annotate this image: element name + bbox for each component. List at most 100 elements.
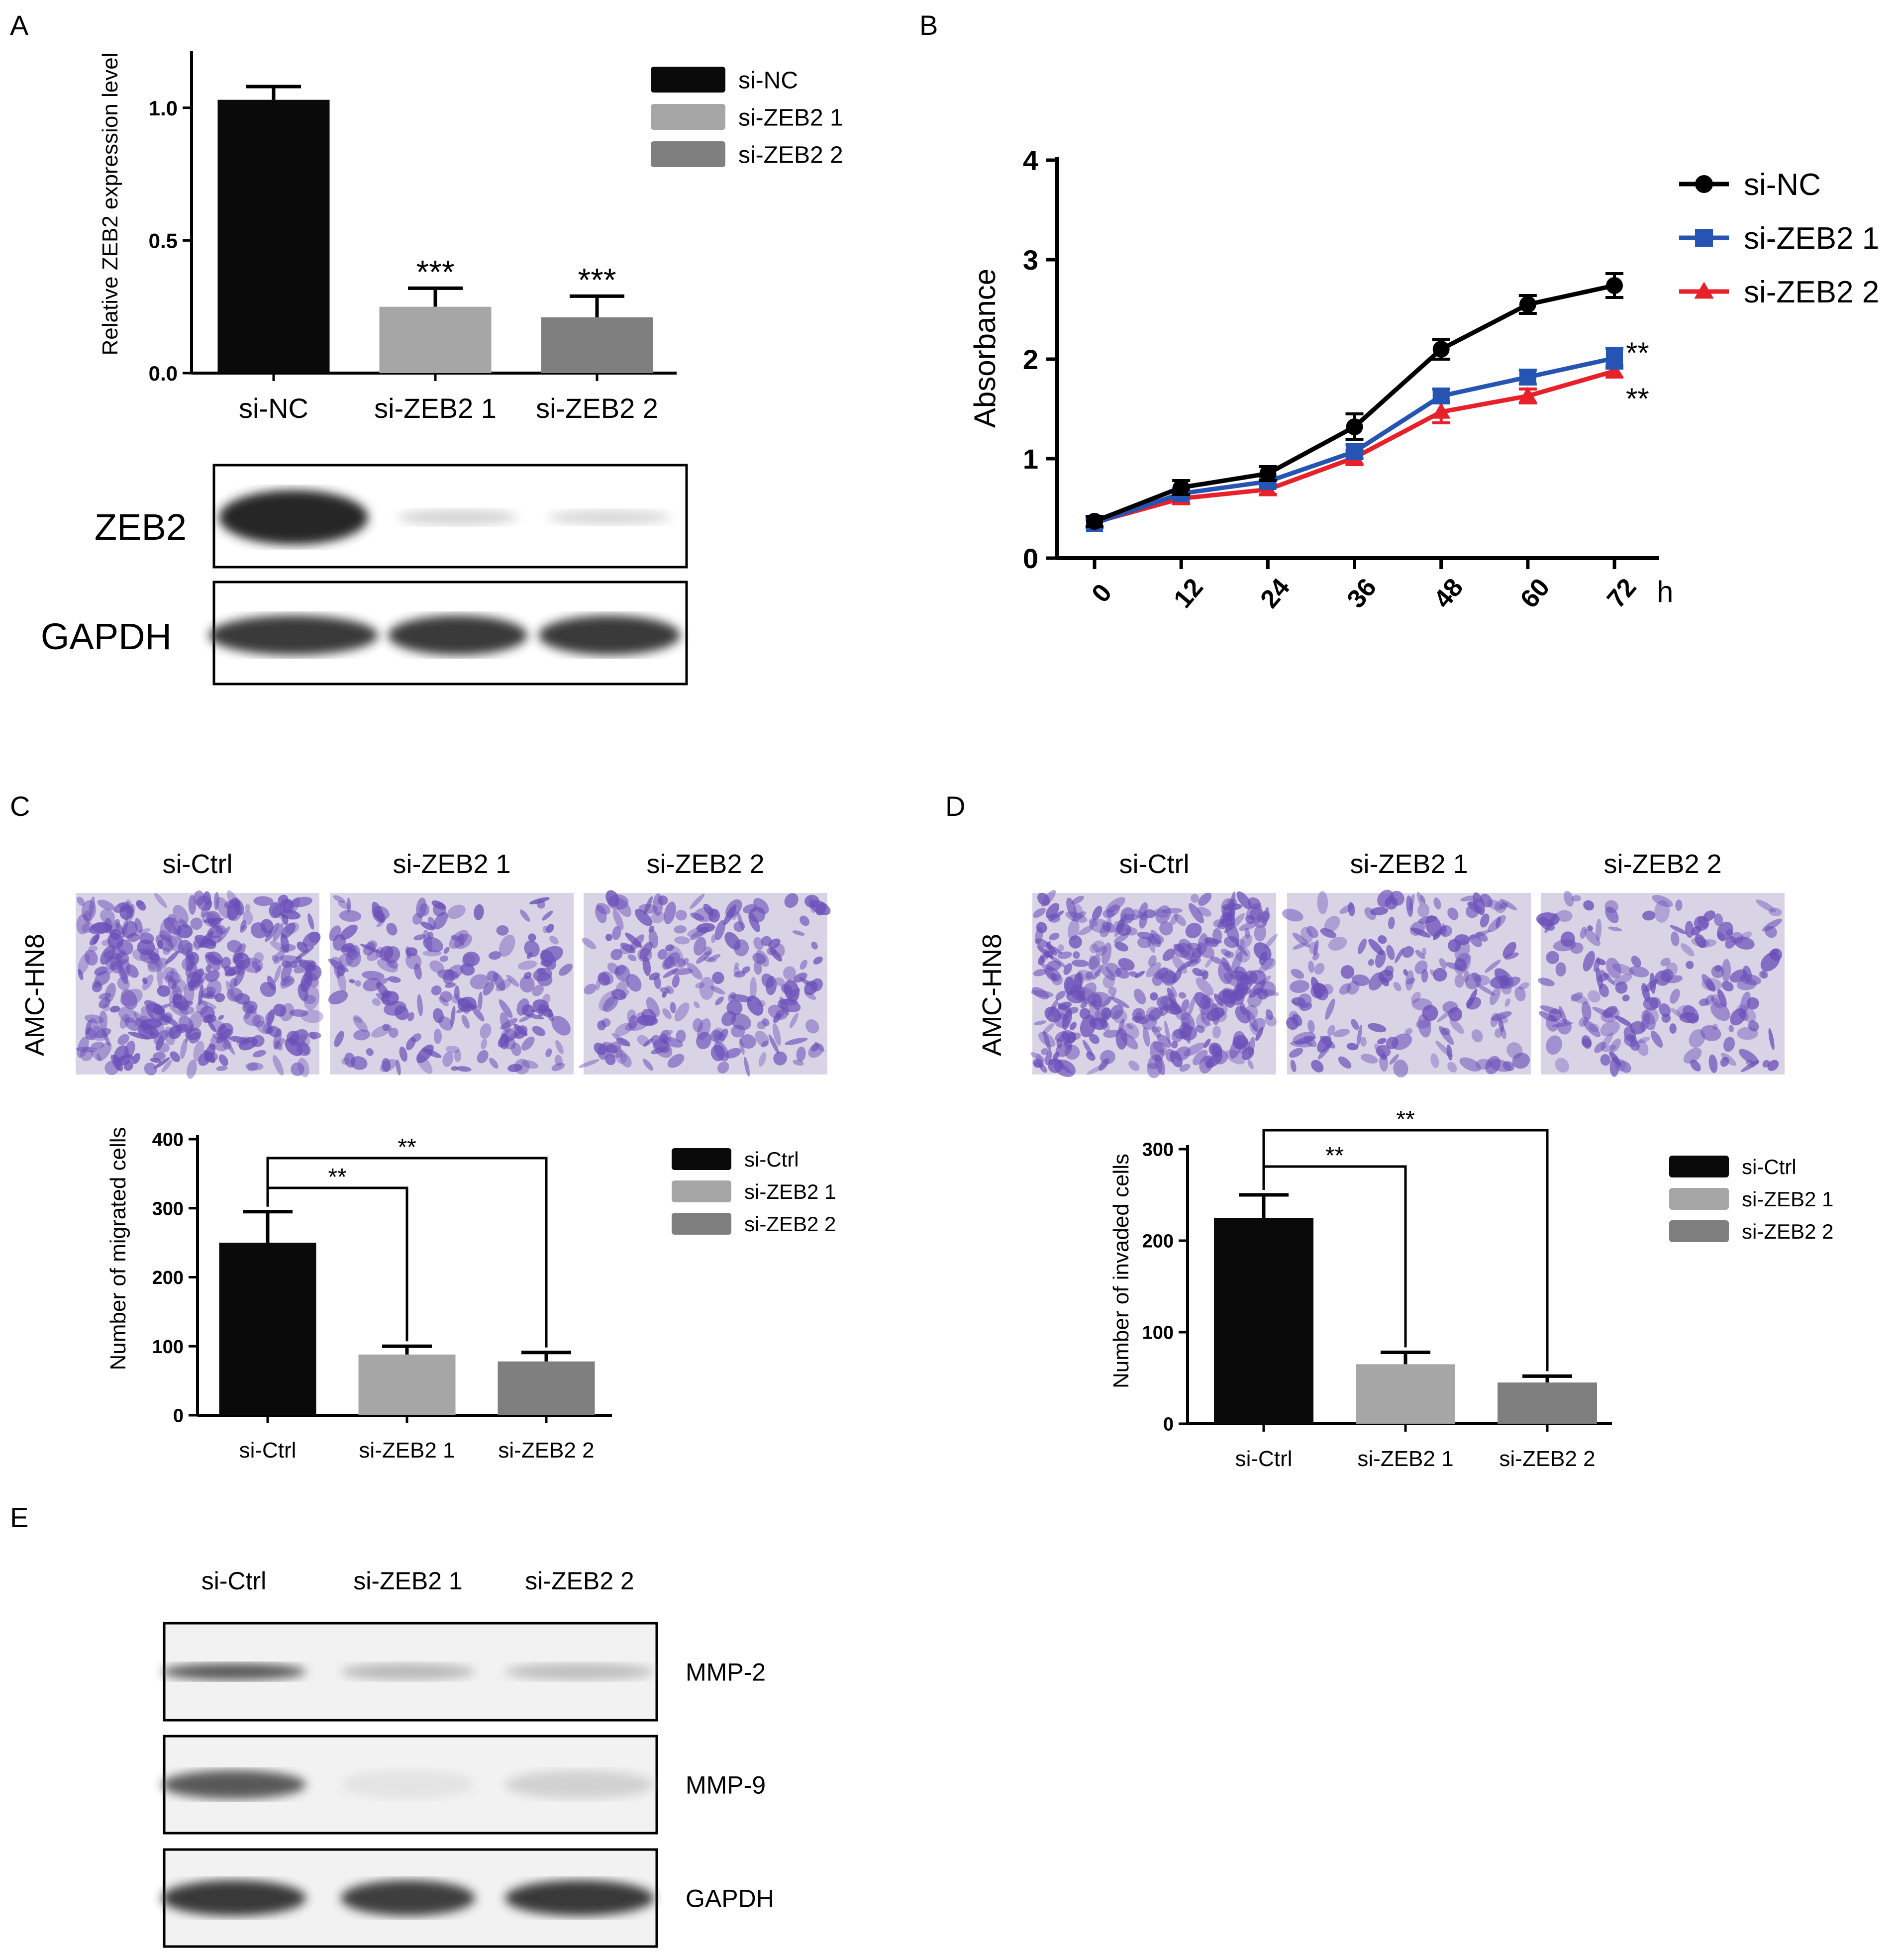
micro-c-cell — [792, 930, 805, 936]
micro-d-cell — [1499, 902, 1508, 909]
micro-c-cell — [737, 911, 744, 930]
micro-d-cell — [1357, 938, 1367, 955]
micro-c-cell — [762, 1018, 770, 1026]
micro-d-cell — [1250, 907, 1264, 922]
micro-c-cell — [147, 958, 160, 970]
micro-d-cell — [1469, 934, 1482, 947]
chart-b-xunit: h — [1657, 575, 1673, 608]
micro-d-cell — [1187, 958, 1202, 967]
micro-d-cell — [1643, 1008, 1659, 1025]
chart-d-legend-label: si-ZEB2 1 — [1742, 1187, 1833, 1211]
micro-c-cell — [697, 1018, 711, 1040]
micro-c-cell — [753, 898, 769, 914]
micro-d-cell — [1447, 907, 1459, 920]
micro-d-cell — [1054, 1013, 1069, 1028]
micro-d-cell — [1115, 968, 1130, 979]
micro-d-cell — [1133, 988, 1146, 1004]
micro-d-cell — [1416, 891, 1423, 905]
micro-d-cell — [1089, 1017, 1108, 1030]
micro-c-cell — [775, 977, 785, 986]
micro-c-cell — [371, 905, 390, 920]
micro-d-cell — [1293, 942, 1306, 950]
micro-d-cell — [1236, 891, 1252, 910]
chart-c-bracket — [266, 1157, 548, 1348]
chart-c-bar — [358, 1354, 456, 1415]
micro-c-cell — [796, 1046, 806, 1062]
micro-d-cell — [1498, 1018, 1504, 1032]
micro-c-cell — [99, 1010, 107, 1032]
micro-c-cell — [179, 1005, 195, 1015]
chart-d-ylabel: Number of invaded cells — [1109, 1154, 1133, 1388]
micro-d-cell — [1073, 904, 1083, 920]
micro-c-cell — [355, 980, 361, 987]
blot-e-column-label: si-ZEB2 1 — [353, 1567, 463, 1595]
micro-d-cell — [1762, 1060, 1770, 1068]
chart-b-xtick-label: 36 — [1341, 573, 1382, 614]
micro-c-cell — [417, 994, 423, 1016]
micro-c-cell — [84, 950, 98, 966]
micro-d-cell — [1148, 955, 1157, 967]
micro-d-cell — [1172, 956, 1188, 974]
chart-b-point — [1086, 513, 1103, 530]
micro-c-cell — [594, 1042, 606, 1056]
micro-c-cell — [124, 1017, 139, 1031]
micro-d-cell — [1152, 972, 1164, 986]
micro-c-cell — [345, 949, 361, 968]
micro-d-cell — [1499, 975, 1509, 985]
micro-d-cell — [1050, 973, 1058, 981]
micro-d-cell — [1298, 993, 1312, 1008]
micro-d-cell — [1471, 1029, 1483, 1043]
micro-c-cell — [142, 977, 148, 984]
micro-c-cell — [674, 936, 690, 945]
micro-d-cell — [1307, 1020, 1315, 1033]
micro-c-cell — [723, 904, 737, 925]
micro-c-cell — [147, 958, 168, 973]
panel-label-b: B — [919, 9, 938, 41]
micro-c-cell — [136, 900, 146, 911]
micro-d-cell — [1422, 947, 1427, 956]
micro-d-cell — [1244, 927, 1250, 939]
micro-c-cell — [78, 969, 84, 980]
micro-c-cell — [190, 917, 203, 930]
micro-c-cell — [280, 944, 296, 952]
micro-d-cell — [1327, 1025, 1335, 1036]
micro-d-cell — [1225, 921, 1239, 943]
micro-c-cell — [205, 970, 220, 982]
micro-d-cell — [1670, 988, 1680, 1004]
chart-b-ytick-label: 2 — [1023, 344, 1038, 375]
micro-d-row-label: AMC-HN8 — [977, 934, 1007, 1056]
chart-d-bar — [1356, 1364, 1455, 1424]
micro-c-cell — [97, 899, 115, 911]
micro-d-cell — [1262, 907, 1269, 927]
micro-d-cell — [1192, 968, 1203, 977]
micro-c-cell — [772, 1023, 781, 1046]
micro-d-cell — [1150, 930, 1162, 945]
micro-c-cell — [703, 903, 714, 916]
micro-d-cell — [1504, 952, 1519, 960]
micro-c-cell — [340, 924, 358, 940]
micro-c-cell — [758, 1000, 766, 1007]
micro-d-cell — [1291, 969, 1304, 979]
micro-d-cell — [1670, 1008, 1685, 1019]
micro-c-cell — [477, 1050, 489, 1064]
chart-b-point — [1519, 296, 1536, 313]
micro-d-cell — [1440, 1027, 1451, 1035]
micro-d-cell — [1622, 994, 1630, 1002]
micro-d-cell — [1137, 936, 1152, 949]
micro-d-cell — [1455, 958, 1467, 972]
micro-d-cell — [1113, 933, 1129, 944]
micro-c-cell — [214, 993, 225, 1002]
micro-d-cell — [1389, 1054, 1399, 1065]
micro-d-cell — [1047, 945, 1063, 954]
micro-d-cell — [1433, 897, 1441, 910]
micro-c-cell — [471, 1005, 485, 1022]
micro-c-cell — [389, 1027, 399, 1038]
micro-d-cell — [1065, 974, 1082, 995]
micro-d-cell — [1118, 1018, 1125, 1035]
micro-c-cell — [474, 904, 484, 920]
micro-c-cell — [411, 1033, 421, 1043]
micro-c-cell — [381, 990, 392, 998]
micro-d-cell — [1606, 958, 1621, 978]
chart-a-ylabel: Relative ZEB2 expression level — [98, 53, 122, 356]
micro-c-cell — [153, 1030, 169, 1044]
